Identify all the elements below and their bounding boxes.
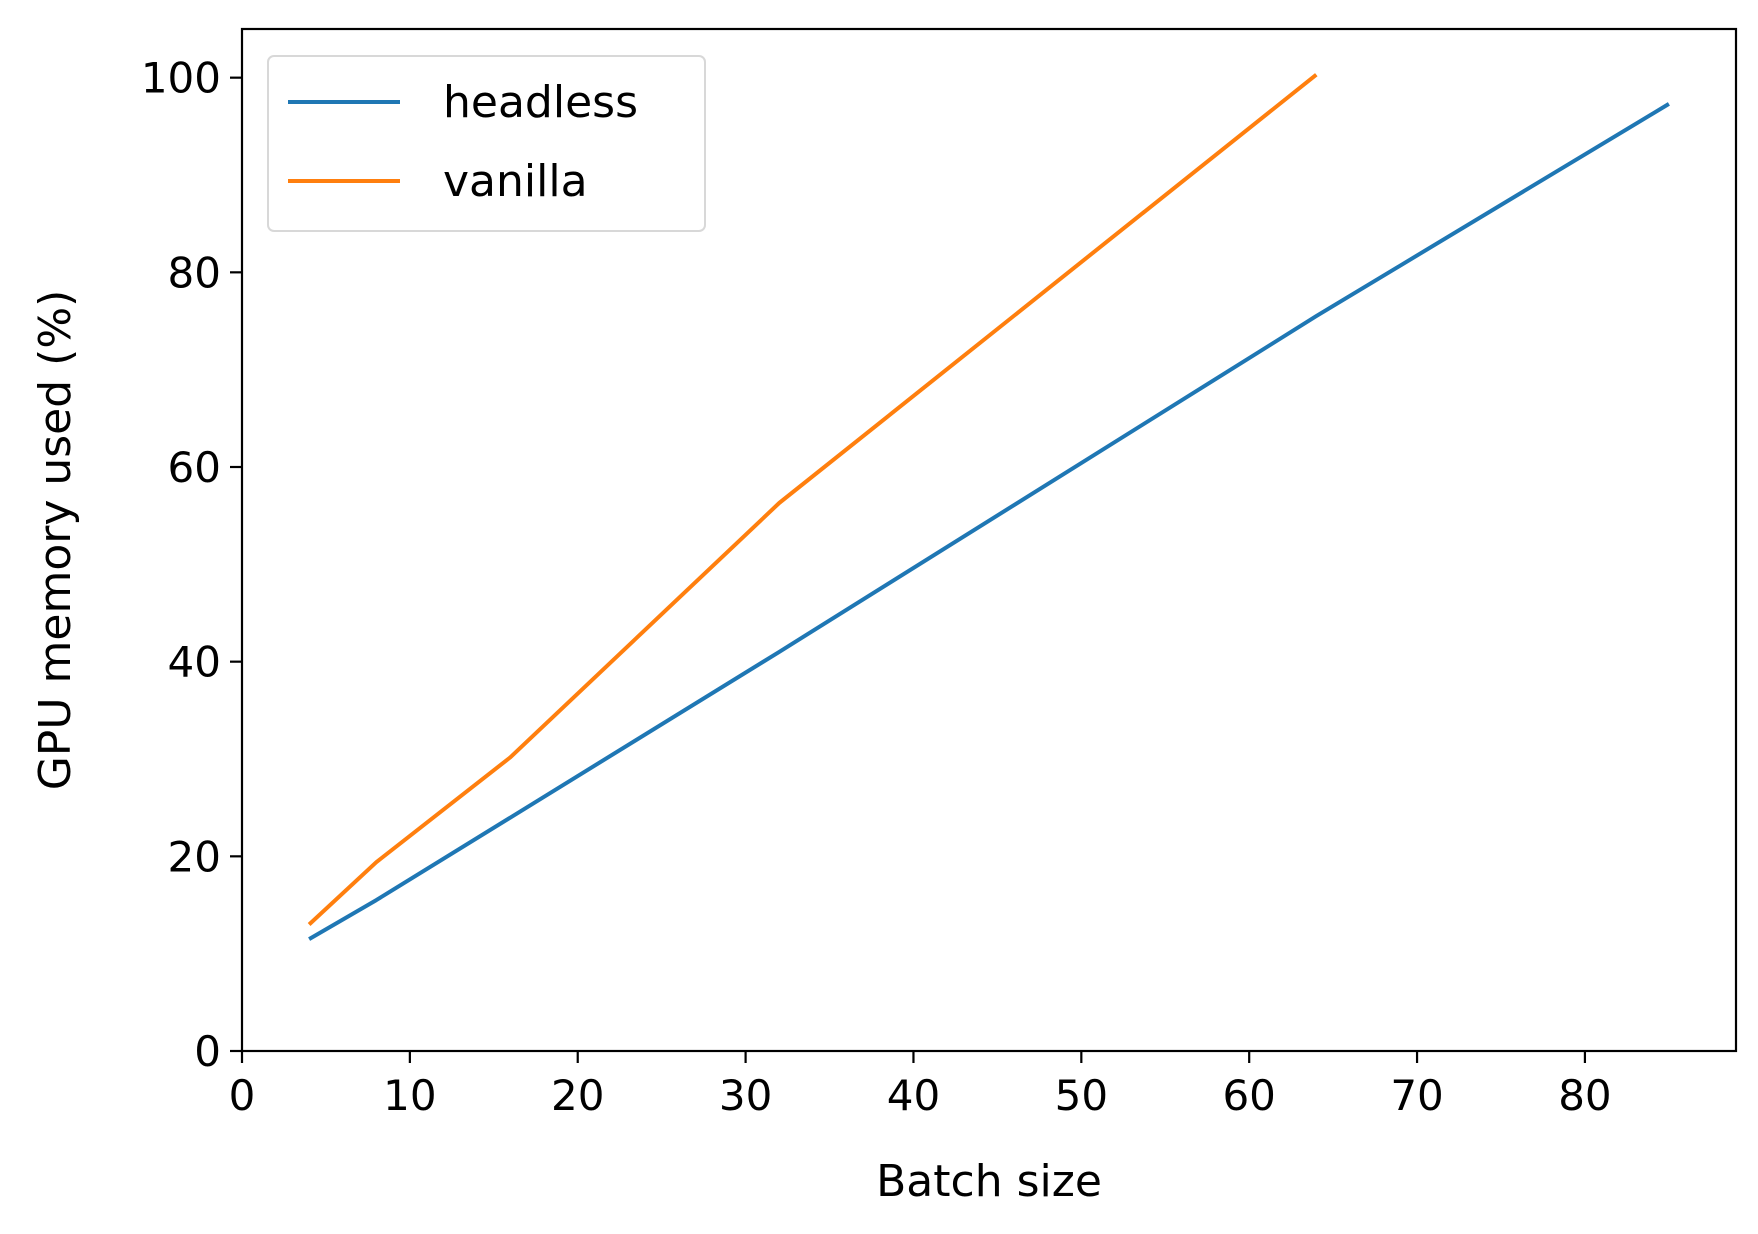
y-axis-label: GPU memory used (%)	[30, 290, 81, 791]
legend-label-headless: headless	[443, 77, 638, 128]
y-tick-label: 20	[168, 832, 221, 881]
y-tick-label: 100	[141, 54, 221, 103]
plot-area	[240, 27, 1738, 1053]
x-tick-label: 30	[719, 1071, 772, 1120]
plot-frame	[240, 27, 1738, 1053]
series-line-headless	[308, 102, 1670, 941]
x-tick-label: 20	[551, 1071, 604, 1120]
legend-frame	[267, 55, 706, 232]
x-tick-label: 70	[1390, 1071, 1443, 1120]
legend: headless vanilla	[267, 55, 706, 232]
legend-label-vanilla: vanilla	[443, 156, 588, 207]
x-tick-label: 50	[1055, 1071, 1108, 1120]
y-tick-label: 60	[168, 443, 221, 492]
x-tick-label: 60	[1222, 1071, 1275, 1120]
series-line-vanilla	[307, 73, 1318, 926]
x-axis: 0 10 20 30 40 50 60 70 80	[229, 1051, 1612, 1120]
x-tick-label: 0	[229, 1071, 256, 1120]
x-tick-label: 10	[383, 1071, 436, 1120]
y-axis: 0 20 40 60 80 100	[141, 54, 242, 1076]
x-tick-label: 80	[1558, 1071, 1611, 1120]
y-tick-label: 0	[194, 1027, 221, 1076]
x-tick-label: 40	[887, 1071, 940, 1120]
y-tick-label: 40	[168, 638, 221, 687]
y-tick-label: 80	[168, 248, 221, 297]
x-axis-label: Batch size	[876, 1156, 1102, 1207]
